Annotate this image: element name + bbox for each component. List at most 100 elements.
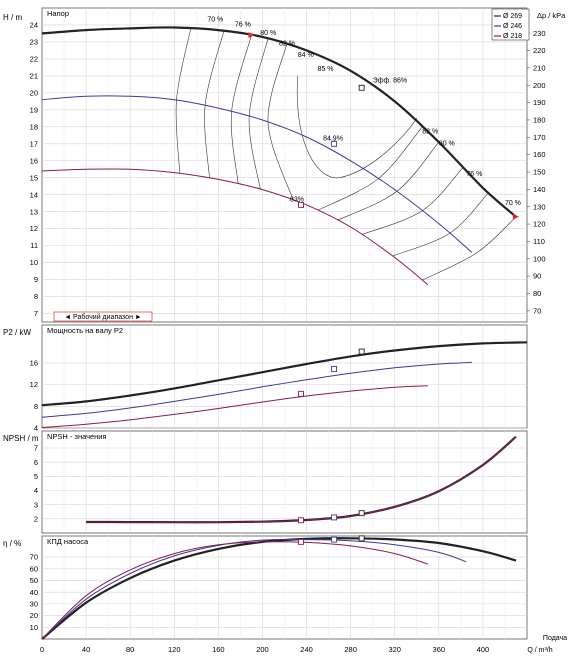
npsh-ytick-label: 5 xyxy=(34,472,38,481)
kpa-tick-label: 180 xyxy=(533,116,546,125)
efficiency-curve-218 xyxy=(41,541,428,640)
xtick-label: 160 xyxy=(212,645,225,654)
bep-label-218: 83% xyxy=(290,196,304,203)
legend-item-2: Ø 218 xyxy=(503,33,522,40)
efficiency-ytick-label: 60 xyxy=(30,564,38,573)
head-title: Напор xyxy=(47,9,69,18)
x-axis-right-label: Подача xyxy=(543,635,567,642)
power-bep-marker-218 xyxy=(298,390,304,397)
grid-layer xyxy=(41,7,530,640)
power-curve-246 xyxy=(41,361,472,418)
head-ytick-label: 18 xyxy=(30,122,38,131)
efficiency-bep-marker-218 xyxy=(298,538,304,545)
efficiency-bep-marker-269 xyxy=(358,535,365,542)
npsh-ytick-label: 7 xyxy=(34,444,38,453)
xtick-label: 40 xyxy=(82,645,90,654)
efficiency-label-1: 76 % xyxy=(235,22,251,29)
efficiency-ytick-label: 40 xyxy=(30,588,38,597)
head-ytick-label: 10 xyxy=(30,258,38,267)
efficiency-curve-246 xyxy=(41,538,467,640)
efficiency-title: КПД насоса xyxy=(47,537,89,546)
head-ytick-label: 15 xyxy=(30,173,38,182)
kpa-tick-label: 200 xyxy=(533,81,546,90)
efficiency-isoline xyxy=(317,126,423,211)
efficiency-label-3: 82 % xyxy=(279,40,295,47)
kpa-tick-label: 230 xyxy=(533,29,546,38)
head-ytick-label: 24 xyxy=(30,21,38,30)
kpa-tick-label: 160 xyxy=(533,150,546,159)
head-ytick-label: 8 xyxy=(34,292,38,301)
head-ytick-label: 16 xyxy=(30,156,38,165)
head-ytick-label: 20 xyxy=(30,88,38,97)
npsh-bep-marker-246 xyxy=(331,514,338,521)
head-curve-246 xyxy=(41,95,473,253)
head-ytick-label: 9 xyxy=(34,275,38,284)
xtick-label: 400 xyxy=(477,645,490,654)
efficiency-label-6: Эфф. 86% xyxy=(373,78,407,85)
head-bep-marker-218 xyxy=(298,201,304,208)
npsh-ytick-label: 2 xyxy=(34,514,38,523)
npsh-ytick-label: 4 xyxy=(34,486,38,495)
npsh-ytick-label: 3 xyxy=(34,500,38,509)
head-ytick-label: 11 xyxy=(30,241,38,250)
efficiency-ylabel: η / % xyxy=(3,539,21,548)
efficiency-ytick-label: 30 xyxy=(30,599,38,608)
efficiency-label-9: 76 % xyxy=(466,171,482,178)
kpa-tick-label: 110 xyxy=(533,237,545,246)
efficiency-ytick-label: 20 xyxy=(30,611,38,620)
legend-item-0: Ø 269 xyxy=(503,13,522,20)
head-curve-218 xyxy=(41,168,429,286)
npsh-curve-218 xyxy=(86,436,517,523)
head-ytick-label: 12 xyxy=(30,224,38,233)
efficiency-label-5: 85 % xyxy=(318,66,334,73)
x-axis-label: Q / m³/h xyxy=(527,647,552,654)
power-ytick-label: 16 xyxy=(30,359,38,368)
efficiency-label-0: 70 % xyxy=(207,17,223,24)
head-ytick-label: 14 xyxy=(30,190,38,199)
power-ytick-label: 8 xyxy=(34,402,38,411)
kpa-tick-label: 90 xyxy=(533,272,541,281)
npsh-ytick-label: 6 xyxy=(34,458,38,467)
xtick-label: 80 xyxy=(126,645,134,654)
efficiency-isoline xyxy=(422,216,517,281)
head-bep-marker-269 xyxy=(358,84,365,91)
head-ytick-label: 23 xyxy=(30,38,38,47)
head-ylabel-right: Δp / kPa xyxy=(537,11,566,20)
operating-range-marker xyxy=(248,32,255,39)
efficiency-ytick-label: 50 xyxy=(30,576,38,585)
power-bep-marker-269 xyxy=(358,348,365,355)
efficiency-ytick-label: 10 xyxy=(30,623,38,632)
efficiency-bep-marker-246 xyxy=(331,536,338,543)
efficiency-isoline-85 xyxy=(296,75,418,179)
efficiency-curve-269 xyxy=(41,537,517,640)
npsh-title: NPSH - значения xyxy=(47,432,107,441)
kpa-tick-label: 150 xyxy=(533,168,546,177)
head-ytick-label: 13 xyxy=(30,207,38,216)
operating-range-label: ◄ Рабочий диапазон ► xyxy=(64,313,142,321)
kpa-tick-label: 170 xyxy=(533,133,546,142)
kpa-tick-label: 190 xyxy=(533,98,546,107)
power-bep-marker-246 xyxy=(331,365,338,372)
npsh-bep-marker-218 xyxy=(298,517,304,524)
xtick-label: 320 xyxy=(388,645,401,654)
head-ytick-label: 7 xyxy=(34,309,38,318)
head-ytick-label: 17 xyxy=(30,139,38,148)
legend-item-1: Ø 246 xyxy=(503,23,522,30)
kpa-tick-label: 130 xyxy=(533,202,546,211)
xtick-label: 240 xyxy=(300,645,313,654)
head-bep-marker-246 xyxy=(331,140,338,147)
xtick-label: 120 xyxy=(168,645,181,654)
power-ylabel: P2 / kW xyxy=(3,328,31,337)
power-title: Мощность на валу P2 xyxy=(47,326,123,335)
head-ytick-label: 21 xyxy=(30,71,38,80)
kpa-tick-label: 80 xyxy=(533,289,541,298)
kpa-tick-label: 140 xyxy=(533,185,546,194)
head-ytick-label: 19 xyxy=(30,105,38,114)
xtick-label: 280 xyxy=(344,645,357,654)
power-curve-218 xyxy=(41,385,428,428)
efficiency-ytick-label: 70 xyxy=(30,553,38,562)
curves-layer xyxy=(41,26,528,640)
npsh-ylabel: NPSH / m xyxy=(3,434,39,443)
xtick-label: 200 xyxy=(256,645,269,654)
